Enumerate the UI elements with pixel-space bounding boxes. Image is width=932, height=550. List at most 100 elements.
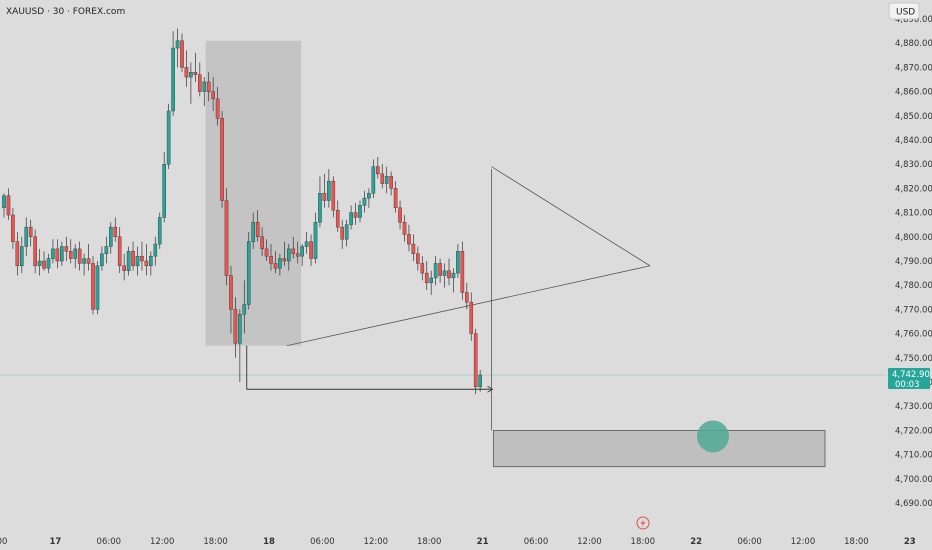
candle-body [82, 258, 86, 264]
candle-body [157, 217, 162, 245]
candle-body [367, 193, 371, 199]
price-tag-background [888, 367, 930, 389]
price-tick-label: 4,770.00 [895, 305, 932, 315]
last-price-value: 4,742.90 [892, 370, 930, 380]
candle-body [291, 248, 296, 254]
time-tick-label: 23 [904, 537, 916, 547]
candle-body [447, 270, 451, 279]
path-arrowhead [487, 385, 494, 393]
candle-body [456, 251, 460, 274]
candle-body [255, 222, 260, 237]
range-box [205, 40, 302, 346]
candle-body [424, 272, 429, 283]
candle-body [171, 47, 175, 112]
candle-body [376, 166, 380, 175]
candle-body [224, 200, 229, 276]
candle-series [2, 28, 482, 395]
price-tick-label: 4,780.00 [895, 281, 932, 291]
price-tick-label: 4,840.00 [895, 136, 932, 146]
candle-body [215, 98, 220, 119]
time-tick-label: 06:00 [737, 537, 762, 547]
candle-body [389, 176, 393, 189]
target-zone-box [493, 429, 826, 468]
candle-body [344, 224, 349, 240]
candle-body [460, 251, 465, 293]
time-tick-label: 18:00 [631, 537, 656, 547]
candle-body [411, 243, 416, 254]
time-tick-label: 12:00 [791, 537, 816, 547]
candle-body [433, 263, 438, 279]
candle-body [278, 258, 282, 269]
candle-body [398, 207, 402, 223]
candle-body [46, 258, 51, 269]
candle-body [353, 212, 358, 218]
price-tick-label: 4,690.00 [895, 499, 932, 509]
candle-body [108, 226, 113, 247]
price-tick-label: 4,750.00 [895, 354, 932, 364]
candle-body [340, 226, 345, 240]
candle-body [33, 236, 37, 267]
candle-body [180, 40, 184, 68]
candle-body [429, 277, 434, 283]
candle-body [287, 248, 291, 262]
time-tick-label: 22 [690, 537, 702, 547]
candle-body [100, 253, 104, 267]
path-line [246, 345, 493, 390]
price-tick-label: 4,730.00 [895, 402, 932, 412]
candle-body [2, 195, 6, 208]
time-tick-label: 06:00 [97, 537, 122, 547]
candle-body [309, 241, 313, 259]
time-tick-label: 00 [0, 537, 7, 547]
price-tick-label: 4,850.00 [895, 112, 932, 122]
candle-body [24, 226, 29, 247]
candle-body [55, 248, 60, 262]
last-price-tag: 4,742.90 00:03 [888, 367, 930, 390]
candle-body [153, 243, 158, 257]
candle-body [166, 110, 171, 165]
time-tick-label: 06:00 [310, 537, 335, 547]
candle-body [175, 40, 180, 49]
candle-body [473, 333, 478, 388]
symbol-title: XAUUSD · 30 · FOREX.com [6, 7, 125, 17]
candle-body [420, 263, 425, 274]
candle-body [438, 263, 442, 276]
candle-body [402, 222, 407, 235]
time-tick-label: 18:00 [203, 537, 228, 547]
candle-body [313, 222, 318, 259]
time-axis[interactable]: 00 17 06:00 12:00 18:00 18 06:00 12:00 18:00 21 06… [0, 537, 916, 547]
candle-body [327, 180, 331, 201]
price-tick-label: 4,860.00 [895, 88, 932, 98]
candle-body [229, 275, 233, 310]
candle-body [193, 72, 198, 75]
currency-button[interactable]: USD [888, 2, 920, 20]
candle-body [122, 265, 126, 271]
price-tick-label: 4,830.00 [895, 160, 932, 170]
lightning-icon[interactable] [636, 516, 650, 530]
time-tick-label: 18:00 [844, 537, 869, 547]
time-tick-label: 21 [477, 537, 489, 547]
candle-body [68, 251, 73, 259]
price-tick-label: 4,890.00 [895, 15, 932, 25]
drawing-layer [205, 40, 826, 468]
time-tick-label: 17 [49, 537, 61, 547]
candle-body [349, 212, 353, 225]
candle-body [113, 226, 118, 237]
candle-body [264, 248, 269, 257]
candle-body [6, 195, 11, 216]
time-tick-label: 18:00 [417, 537, 442, 547]
candle-body [295, 253, 300, 257]
candle-body [304, 241, 309, 247]
candle-body [300, 246, 304, 257]
candle-body [442, 270, 447, 276]
candle-body [322, 193, 327, 201]
candle-body [86, 258, 91, 264]
candle-body [211, 91, 215, 100]
candle-body [131, 251, 135, 267]
price-axis[interactable]: 4,690.00 4,700.00 4,710.00 4,720.00 4,730.00… [895, 15, 932, 509]
candle-body [144, 260, 149, 267]
candle-body [318, 193, 322, 223]
currency-label: USD [896, 8, 915, 18]
candle-body [95, 265, 100, 310]
